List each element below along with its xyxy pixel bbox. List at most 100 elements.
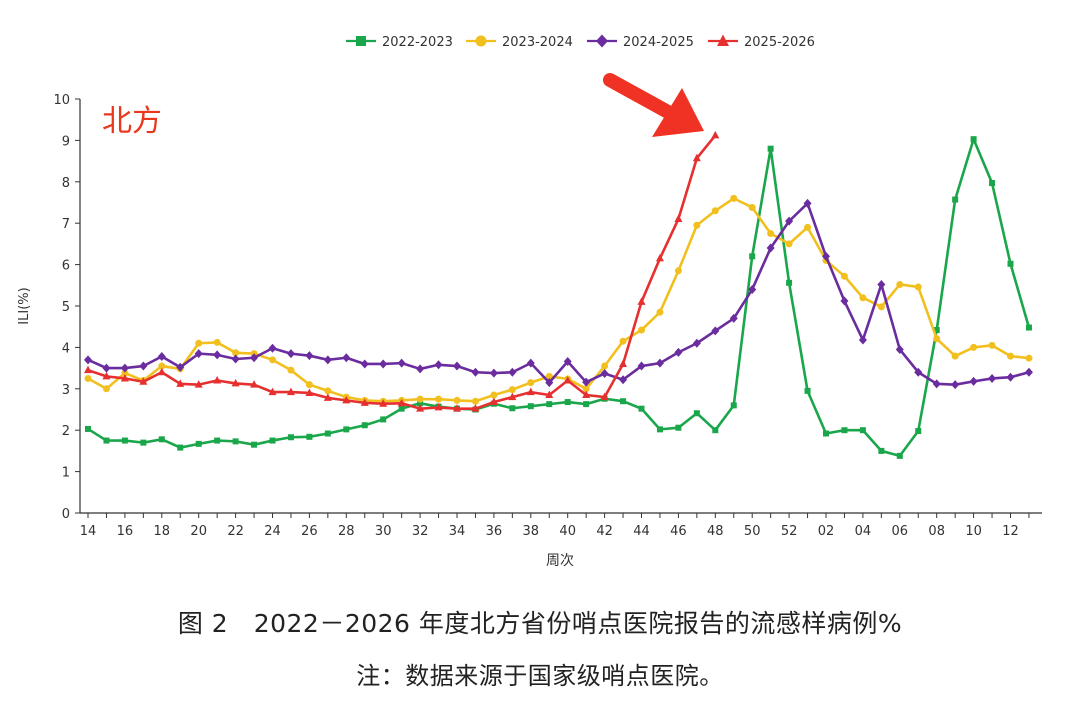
data-point — [231, 378, 240, 387]
data-point — [102, 363, 111, 373]
x-tick-label: 40 — [559, 524, 576, 539]
x-tick-label: 16 — [117, 524, 134, 539]
data-point — [121, 369, 129, 377]
data-point — [600, 392, 609, 401]
data-point — [379, 359, 388, 369]
ili-line-chart: 2022-2023 2023-2024 2024-2025 2025-2026 北方 … — [17, 34, 1042, 569]
data-point — [120, 373, 129, 382]
data-point — [988, 341, 996, 349]
data-point — [730, 194, 738, 202]
data-point — [361, 422, 368, 429]
data-point — [877, 279, 886, 289]
data-point — [490, 391, 498, 399]
data-point — [305, 388, 314, 396]
data-point — [915, 428, 922, 435]
data-point — [416, 404, 425, 412]
data-point — [471, 404, 480, 412]
data-point — [286, 349, 295, 359]
data-point — [859, 294, 867, 302]
data-point — [583, 401, 590, 408]
data-point — [508, 392, 517, 401]
data-point — [1024, 367, 1033, 377]
data-point — [213, 376, 222, 384]
data-point — [546, 401, 553, 408]
data-point — [176, 379, 185, 387]
y-tick-label: 2 — [62, 424, 70, 439]
legend-label: 2024-2025 — [623, 35, 694, 50]
data-point — [305, 351, 314, 361]
data-point — [102, 371, 111, 380]
y-tick-label: 0 — [62, 507, 70, 522]
data-point — [434, 360, 443, 370]
data-point — [766, 243, 775, 253]
x-axis: 14 16 18 20 22 24 26 28 30 32 34 36 38 40 42 44 46 48 50 52… — [80, 512, 1042, 539]
legend-label: 2022-2023 — [382, 35, 453, 50]
arrow-head — [652, 88, 704, 137]
data-point — [526, 387, 535, 396]
data-point — [139, 377, 148, 385]
y-tick-label: 4 — [62, 341, 70, 356]
data-point — [194, 349, 203, 359]
data-point — [729, 313, 738, 323]
data-point — [933, 327, 940, 334]
data-point — [841, 427, 848, 434]
data-point — [231, 354, 240, 364]
data-point — [306, 433, 313, 440]
data-point — [858, 335, 867, 345]
y-tick-label: 9 — [62, 134, 70, 149]
x-tick-label: 08 — [928, 524, 945, 539]
data-point — [508, 367, 517, 377]
data-point — [1007, 260, 1014, 267]
data-point — [878, 447, 885, 454]
arrow-shaft — [603, 73, 675, 119]
data-point — [620, 398, 627, 405]
data-point — [859, 427, 866, 434]
data-point — [767, 145, 774, 152]
x-tick-label: 22 — [227, 524, 244, 539]
data-point — [157, 367, 166, 376]
series-line — [87, 137, 1031, 458]
y-axis-label: ILI(%) — [17, 287, 32, 324]
data-point — [582, 390, 591, 399]
data-point — [324, 430, 331, 437]
data-point — [914, 367, 923, 377]
legend-label: 2023-2024 — [502, 35, 573, 50]
x-tick-label: 12 — [1002, 524, 1019, 539]
x-tick-label: 50 — [744, 524, 761, 539]
legend-marker — [596, 34, 608, 48]
data-point — [343, 426, 350, 433]
data-point — [471, 397, 479, 405]
data-point — [84, 365, 92, 374]
data-point — [932, 379, 941, 389]
data-point — [102, 385, 110, 393]
data-point — [214, 437, 221, 444]
data-point — [232, 349, 240, 357]
data-point — [176, 362, 185, 372]
data-point — [85, 425, 91, 432]
data-point — [250, 353, 259, 363]
data-point — [656, 426, 663, 433]
data-point — [895, 344, 904, 354]
legend-marker — [356, 36, 366, 46]
data-point — [840, 272, 848, 280]
y-tick-label: 5 — [62, 300, 70, 315]
x-tick-label: 14 — [80, 524, 97, 539]
data-point — [489, 368, 498, 378]
data-point — [1025, 354, 1033, 362]
data-point — [453, 361, 461, 371]
data-point — [693, 221, 701, 229]
data-point — [896, 452, 903, 459]
data-point — [674, 347, 683, 357]
data-point — [785, 216, 794, 226]
y-tick-label: 8 — [62, 176, 70, 191]
data-point — [674, 267, 682, 275]
data-point — [508, 386, 516, 394]
data-point — [323, 393, 332, 401]
data-point — [563, 376, 572, 384]
data-point — [786, 279, 793, 286]
data-point — [970, 136, 977, 143]
data-point — [600, 368, 609, 378]
x-axis-label: 周次 — [546, 553, 574, 569]
x-tick-label: 52 — [781, 524, 798, 539]
data-point — [213, 338, 221, 346]
